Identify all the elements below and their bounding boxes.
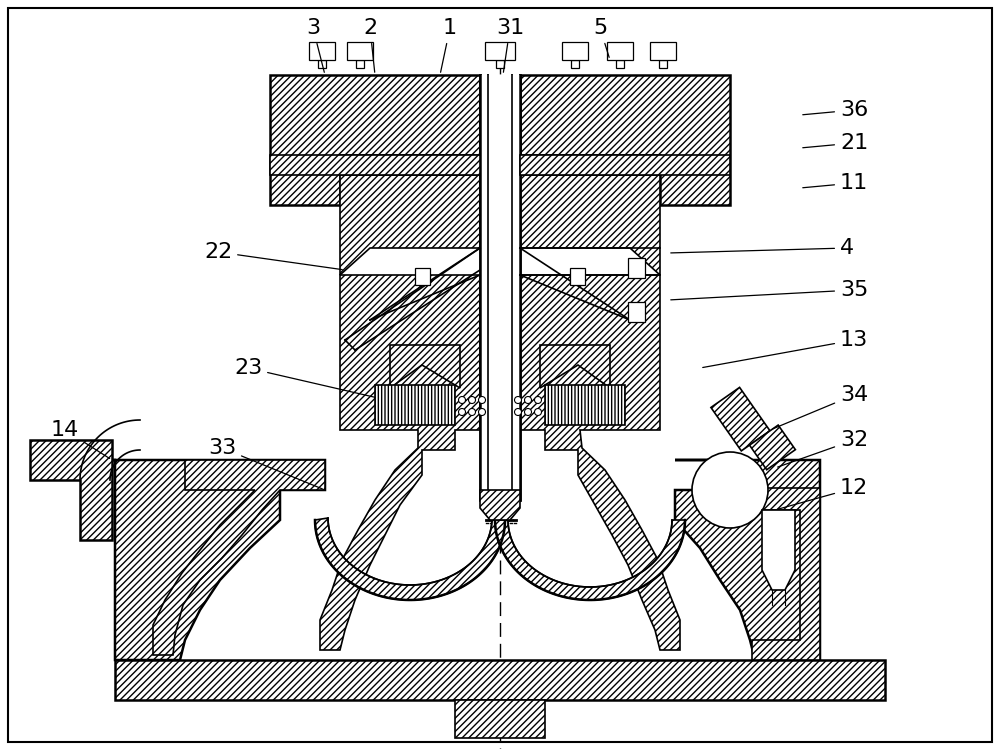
Text: 21: 21 [803,133,868,153]
Polygon shape [562,42,588,60]
Polygon shape [750,425,795,470]
Polygon shape [315,518,505,600]
Polygon shape [650,42,676,60]
Circle shape [458,409,466,416]
Circle shape [468,409,476,416]
Circle shape [534,409,542,416]
Polygon shape [659,60,667,68]
Polygon shape [390,345,460,388]
Circle shape [692,452,768,528]
Text: 14: 14 [51,420,110,458]
Polygon shape [616,60,624,68]
Text: 33: 33 [208,438,322,489]
Text: 11: 11 [803,173,868,193]
Polygon shape [320,275,480,650]
Polygon shape [520,155,730,175]
Text: 31: 31 [496,18,524,72]
Text: 35: 35 [671,280,868,300]
Text: 34: 34 [773,385,868,429]
Polygon shape [495,520,685,600]
Polygon shape [480,75,520,500]
Text: 4: 4 [671,238,854,258]
Polygon shape [752,488,820,660]
Text: 13: 13 [703,330,868,368]
Polygon shape [571,60,579,68]
Circle shape [479,409,486,416]
Text: 5: 5 [593,18,609,57]
Polygon shape [270,75,480,205]
Text: 32: 32 [778,430,868,467]
Polygon shape [270,155,480,175]
Circle shape [524,397,532,404]
Circle shape [514,397,522,404]
Polygon shape [628,258,645,278]
Polygon shape [545,385,625,425]
Polygon shape [520,275,680,650]
Polygon shape [115,660,885,700]
Polygon shape [762,510,795,590]
Circle shape [514,409,522,416]
Polygon shape [675,460,820,660]
Polygon shape [153,460,325,655]
Polygon shape [628,302,645,322]
Text: 23: 23 [234,358,375,398]
Polygon shape [455,700,545,738]
Polygon shape [520,175,660,275]
Polygon shape [318,60,326,68]
Text: 22: 22 [204,242,342,269]
Polygon shape [540,345,610,388]
Circle shape [524,409,532,416]
Text: 3: 3 [306,18,324,72]
Polygon shape [347,42,373,60]
Polygon shape [309,42,335,60]
Polygon shape [711,388,770,451]
Circle shape [468,397,476,404]
Polygon shape [356,60,364,68]
Polygon shape [607,42,633,60]
Text: 12: 12 [778,478,868,509]
Polygon shape [485,42,515,60]
Circle shape [534,397,542,404]
Polygon shape [415,268,430,285]
Text: 1: 1 [441,18,457,72]
Polygon shape [520,75,730,205]
Polygon shape [30,440,112,540]
Polygon shape [480,490,520,520]
Circle shape [458,397,466,404]
Polygon shape [375,385,455,425]
Polygon shape [112,460,325,660]
Polygon shape [496,60,504,68]
Polygon shape [340,175,480,275]
Text: 2: 2 [363,18,377,72]
Polygon shape [570,268,585,285]
Text: 36: 36 [803,100,868,120]
Circle shape [479,397,486,404]
